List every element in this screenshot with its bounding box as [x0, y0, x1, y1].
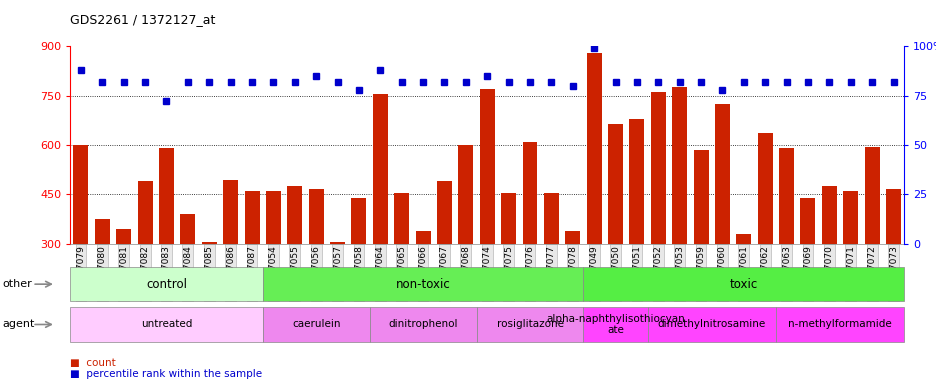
Bar: [651, 92, 665, 343]
Bar: [757, 133, 772, 343]
Bar: [864, 147, 879, 343]
Text: dinitrophenol: dinitrophenol: [388, 319, 458, 329]
Bar: [693, 150, 708, 343]
Bar: [308, 189, 323, 343]
Bar: [244, 191, 259, 343]
Bar: [351, 198, 366, 343]
Bar: [629, 119, 644, 343]
Bar: [501, 193, 516, 343]
Text: agent: agent: [3, 319, 36, 329]
Text: toxic: toxic: [729, 278, 757, 291]
Bar: [479, 89, 494, 343]
Bar: [159, 148, 174, 343]
Text: GDS2261 / 1372127_at: GDS2261 / 1372127_at: [70, 13, 215, 26]
Bar: [671, 87, 686, 343]
Bar: [736, 234, 751, 343]
Text: caerulein: caerulein: [292, 319, 340, 329]
Bar: [714, 104, 729, 343]
Bar: [138, 181, 153, 343]
Bar: [522, 142, 537, 343]
Bar: [181, 214, 195, 343]
Bar: [223, 180, 238, 343]
Bar: [842, 191, 857, 343]
Text: untreated: untreated: [140, 319, 192, 329]
Text: control: control: [146, 278, 187, 291]
Bar: [373, 94, 388, 343]
Bar: [436, 181, 451, 343]
Bar: [799, 198, 814, 343]
Bar: [116, 229, 131, 343]
Bar: [543, 193, 558, 343]
Bar: [95, 219, 110, 343]
Bar: [821, 186, 836, 343]
Text: non-toxic: non-toxic: [395, 278, 450, 291]
Bar: [607, 124, 622, 343]
Bar: [394, 193, 409, 343]
Bar: [586, 53, 601, 343]
Text: dimethylnitrosamine: dimethylnitrosamine: [657, 319, 765, 329]
Bar: [73, 145, 88, 343]
Bar: [266, 191, 281, 343]
Text: n-methylformamide: n-methylformamide: [787, 319, 891, 329]
Bar: [287, 186, 302, 343]
Text: ■  count: ■ count: [70, 358, 116, 368]
Bar: [564, 231, 579, 343]
Bar: [778, 148, 793, 343]
Text: ■  percentile rank within the sample: ■ percentile rank within the sample: [70, 369, 262, 379]
Bar: [458, 145, 473, 343]
Text: other: other: [3, 279, 33, 289]
Text: rosiglitazone: rosiglitazone: [496, 319, 563, 329]
Bar: [329, 242, 344, 343]
Bar: [201, 242, 216, 343]
Bar: [885, 189, 900, 343]
Bar: [416, 231, 431, 343]
Text: alpha-naphthylisothiocyan
ate: alpha-naphthylisothiocyan ate: [546, 314, 684, 335]
